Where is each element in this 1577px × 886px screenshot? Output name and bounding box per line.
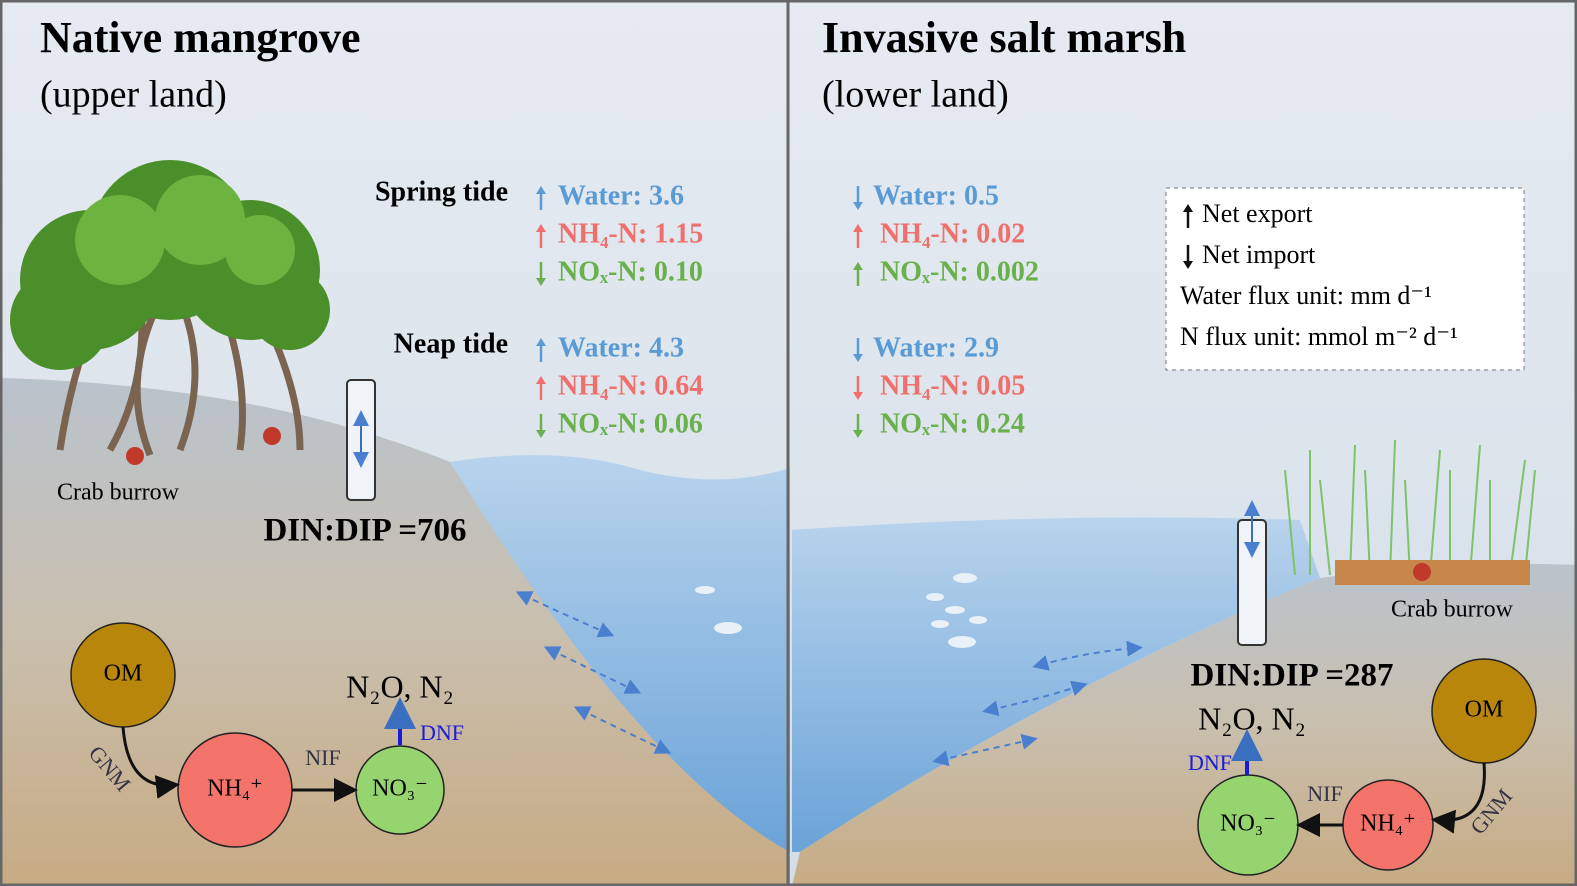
flux-value: NOₓ-N: 0.24: [880, 408, 1025, 439]
gnm-arrow: [1431, 762, 1486, 834]
panel-title: Native mangrove: [40, 13, 361, 62]
arrow-head: [1183, 204, 1193, 212]
gnm-arrow: [121, 726, 180, 799]
tide-label: Spring tide: [375, 176, 508, 207]
direction-arrow: [1183, 245, 1193, 269]
direction-arrow: [536, 414, 546, 438]
flux-value: NH₄-N: 1.15: [558, 218, 703, 249]
salt-marsh-grass: [1284, 439, 1536, 585]
direction-arrow: [853, 338, 863, 362]
node-label: NH₄⁺: [207, 776, 263, 802]
tide-label: Neap tide: [394, 328, 508, 359]
flux-value: Water: 0.5: [873, 180, 999, 211]
legend-box: [1165, 187, 1525, 371]
arrow-head: [536, 430, 546, 438]
flux-value: Water: 2.9: [873, 332, 999, 363]
flux-value: Water: 3.6: [558, 180, 684, 211]
direction-arrow: [1183, 204, 1193, 228]
arrow-head: [853, 392, 863, 400]
arrow-head: [536, 186, 546, 194]
legend: Net export Net import Water flux unit: mm …: [1180, 199, 1458, 351]
arrow-head: [536, 376, 546, 384]
direction-arrow: [853, 376, 863, 400]
legend-item: Net import: [1202, 240, 1316, 269]
panel-title: Invasive salt marsh: [822, 13, 1186, 62]
gas-products: N₂O, N₂: [346, 668, 454, 704]
process-label: NIF: [305, 745, 340, 770]
node-label: NO₃⁻: [1220, 811, 1276, 837]
direction-arrow: [536, 186, 546, 210]
crab-label: Crab burrow: [1391, 597, 1514, 623]
direction-arrow: [536, 376, 546, 400]
arrow-head: [1183, 261, 1193, 269]
legend-item: Water flux unit: mm d⁻¹: [1180, 281, 1432, 310]
panel: Native mangrove (upper land) Spring tide Wa…: [40, 13, 703, 848]
exchange-arrows: [515, 591, 1143, 767]
arrow-head: [536, 338, 546, 346]
direction-arrow: [853, 262, 863, 286]
process-label: DNF: [420, 720, 464, 745]
panel-subtitle: (lower land): [822, 74, 1009, 116]
direction-arrow: [536, 338, 546, 362]
gas-products: N₂O, N₂: [1198, 700, 1306, 736]
crab-label: Crab burrow: [57, 480, 180, 506]
node-label: OM: [1465, 697, 1504, 723]
arrow-head: [853, 224, 863, 232]
process-label: NIF: [1307, 781, 1342, 806]
fish: [695, 573, 987, 648]
din-dip-ratio: DIN:DIP =287: [1190, 658, 1393, 694]
panel-subtitle: (upper land): [40, 74, 227, 116]
mangrove-tree: [10, 160, 330, 465]
direction-arrow: [853, 414, 863, 438]
arrow-head: [536, 224, 546, 232]
arrow-head: [853, 430, 863, 438]
legend-item: N flux unit: mmol m⁻² d⁻¹: [1180, 322, 1458, 351]
panel: Invasive salt marsh (lower land) Water: 0.…: [822, 13, 1537, 876]
arrow-head: [536, 278, 546, 286]
arrow-head: [853, 262, 863, 270]
flux-value: NH₄-N: 0.64: [558, 370, 703, 401]
flux-value: NOₓ-N: 0.06: [558, 408, 703, 439]
direction-arrow: [536, 224, 546, 248]
node-label: OM: [104, 661, 143, 687]
din-dip-ratio: DIN:DIP =706: [263, 513, 466, 549]
flux-value: NH₄-N: 0.05: [880, 370, 1025, 401]
arrow-head: [853, 202, 863, 210]
arrow-head: [853, 354, 863, 362]
node-label: NO₃⁻: [372, 776, 428, 802]
node-label: NH₄⁺: [1360, 811, 1416, 837]
process-label: DNF: [1188, 750, 1232, 775]
direction-arrow: [853, 186, 863, 210]
flux-value: Water: 4.3: [558, 332, 684, 363]
flux-value: NOₓ-N: 0.10: [558, 256, 703, 287]
sampling-tubes: [346, 379, 1267, 646]
direction-arrow: [853, 224, 863, 248]
flux-value: NOₓ-N: 0.002: [880, 256, 1039, 287]
flux-value: NH₄-N: 0.02: [880, 218, 1025, 249]
direction-arrow: [536, 262, 546, 286]
legend-item: Net export: [1202, 199, 1313, 228]
